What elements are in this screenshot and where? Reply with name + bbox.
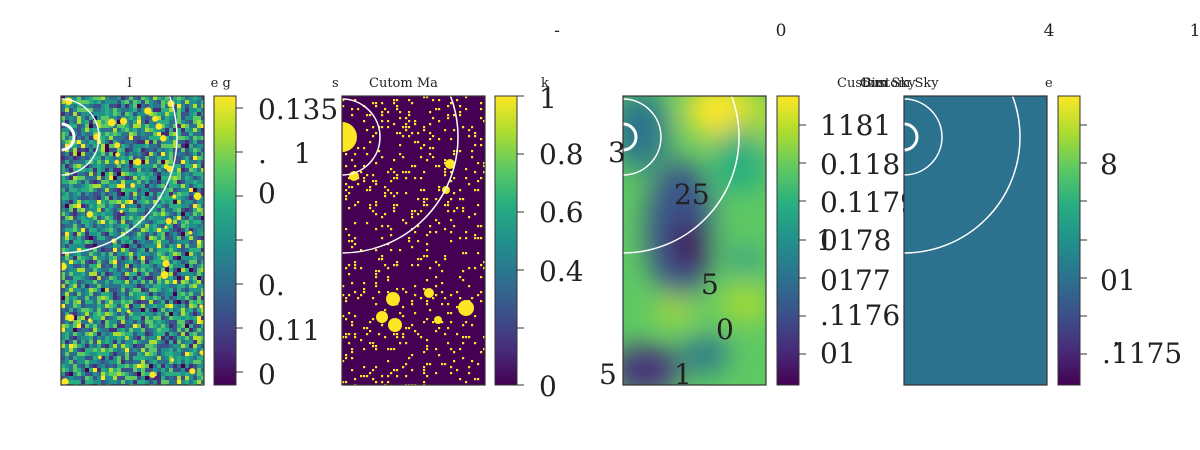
panel-image: I e g 0.135 . 1 0 0. 0.11 0 bbox=[60, 76, 338, 391]
cbar-b-tick-3: 0.6 bbox=[539, 196, 584, 229]
panel-mask-side-right: k bbox=[541, 76, 549, 91]
mask-frame bbox=[341, 95, 486, 386]
cbar-c-tick-6: 01 bbox=[820, 264, 856, 297]
cbar-c-tick-4: 1 bbox=[816, 224, 834, 257]
mask-colorbar: 1 0.8 0.6 0.4 0 bbox=[494, 82, 584, 403]
top-label-4: 1 bbox=[1190, 21, 1200, 41]
cbar-a-tick-4: 0. bbox=[258, 269, 285, 302]
cbar-a-tick-3: 0 bbox=[258, 177, 276, 210]
cbar-a-tick-6: 0 bbox=[258, 358, 276, 391]
sky-aperture-circles bbox=[623, 96, 740, 254]
panel-constant-title: Custom Sky bbox=[860, 76, 939, 91]
panel-mask-title: Cutom Ma bbox=[369, 76, 438, 91]
cbar-c-tick-9: 01 bbox=[820, 337, 856, 370]
cbar-c-tick-5: 0178 bbox=[820, 224, 891, 257]
sky-annotation-5: 5 bbox=[599, 358, 617, 391]
cbar-b-tick-5: 0 bbox=[539, 370, 557, 403]
sky-colorbar: 1181 0.118 0.1179 1 0178 01 77 .1176 01 bbox=[776, 95, 918, 386]
sky-annotation-2: 25 bbox=[674, 178, 710, 211]
sky-annotation-3: 5 bbox=[701, 268, 719, 301]
constant-heatmap bbox=[904, 96, 1047, 385]
cbar-d-tick-3: .1175 bbox=[1102, 337, 1182, 370]
panel-constant-side-right: e bbox=[1045, 76, 1053, 91]
panel-mask: s Cutom Ma k bbox=[332, 76, 584, 403]
panel-mask-side-left: s bbox=[332, 76, 339, 91]
mask-heatmap bbox=[342, 96, 485, 385]
panel-sky-title: Custom Sky bbox=[837, 76, 916, 91]
constant-aperture-circles bbox=[904, 96, 1021, 254]
cbar-b-tick-1: 1 bbox=[539, 82, 557, 115]
sky-annotation-4: 0 bbox=[716, 313, 734, 346]
mask-aperture-circles bbox=[342, 96, 459, 254]
image-frame bbox=[60, 95, 205, 386]
constant-frame bbox=[903, 95, 1048, 386]
sky-annotation-6: 1 bbox=[674, 358, 692, 391]
cbar-b-tick-4: 0.4 bbox=[539, 255, 584, 288]
sky-annotation-1: 3 bbox=[608, 136, 626, 169]
panel-sky: Custom Sky bbox=[599, 76, 918, 391]
cbar-a-tick-5: 0.11 bbox=[258, 314, 320, 347]
cbar-c-tick-1: 1181 bbox=[820, 109, 891, 142]
image-colorbar: 0.135 . 1 0 0. 0.11 0 bbox=[213, 93, 338, 391]
cbar-d-tick-2: 01 bbox=[1100, 264, 1136, 297]
cbar-b-tick-2: 0.8 bbox=[539, 138, 584, 171]
panel-constant-title-overlap: Bim bbox=[862, 76, 888, 91]
top-label-1: - bbox=[554, 21, 560, 41]
panel-image-title: I e g bbox=[127, 76, 231, 91]
cbar-a-tick-1: 0.135 bbox=[258, 93, 338, 126]
cbar-a-tick-2: . 1 bbox=[258, 137, 311, 170]
cbar-c-tick-2: 0.118 bbox=[820, 148, 900, 181]
cbar-c-tick-3: 0.1179 bbox=[820, 186, 918, 219]
sky-frame bbox=[622, 95, 767, 386]
top-label-3: 4 bbox=[1044, 21, 1055, 41]
cbar-c-tick-7: 77 bbox=[855, 264, 891, 297]
top-label-2: 0 bbox=[776, 21, 787, 41]
image-aperture-circles bbox=[61, 96, 178, 254]
constant-colorbar: 8 01 .1175 . bbox=[1057, 95, 1182, 386]
image-heatmap bbox=[61, 96, 204, 385]
panel-constant: Bim Custom Sky e 8 01 .1175 . bbox=[860, 76, 1182, 386]
cbar-d-tick-4: . bbox=[1112, 319, 1121, 352]
sky-heatmap bbox=[623, 96, 766, 385]
cbar-c-tick-8: .1176 bbox=[820, 299, 900, 332]
cbar-d-tick-1: 8 bbox=[1100, 148, 1118, 181]
